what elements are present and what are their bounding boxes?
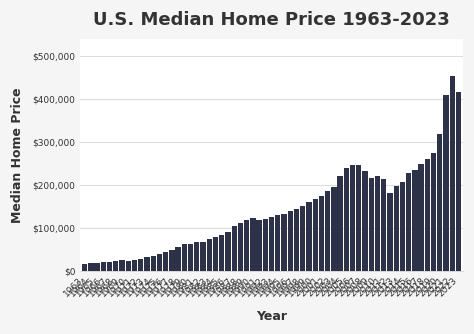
- Bar: [207, 239, 212, 271]
- Bar: [151, 256, 156, 271]
- Bar: [269, 217, 274, 271]
- Bar: [406, 173, 411, 271]
- Bar: [350, 165, 355, 271]
- Bar: [437, 134, 443, 271]
- Bar: [250, 218, 255, 271]
- X-axis label: Year: Year: [256, 310, 287, 323]
- Bar: [132, 261, 137, 271]
- Bar: [337, 176, 343, 271]
- Bar: [232, 226, 237, 271]
- Bar: [387, 193, 392, 271]
- Bar: [443, 96, 449, 271]
- Bar: [325, 191, 330, 271]
- Bar: [425, 159, 430, 271]
- Bar: [82, 264, 87, 271]
- Bar: [300, 206, 305, 271]
- Bar: [356, 165, 362, 271]
- Title: U.S. Median Home Price 1963-2023: U.S. Median Home Price 1963-2023: [93, 11, 450, 29]
- Bar: [169, 250, 174, 271]
- Bar: [369, 178, 374, 271]
- Bar: [126, 261, 131, 271]
- Bar: [275, 215, 281, 271]
- Bar: [319, 196, 324, 271]
- Bar: [412, 170, 418, 271]
- Bar: [225, 232, 231, 271]
- Y-axis label: Median Home Price: Median Home Price: [11, 87, 24, 223]
- Bar: [306, 202, 311, 271]
- Bar: [244, 220, 249, 271]
- Bar: [119, 260, 125, 271]
- Bar: [94, 263, 100, 271]
- Bar: [238, 223, 243, 271]
- Bar: [144, 257, 150, 271]
- Bar: [456, 92, 461, 271]
- Bar: [263, 219, 268, 271]
- Bar: [312, 199, 318, 271]
- Bar: [188, 243, 193, 271]
- Bar: [363, 171, 368, 271]
- Bar: [163, 252, 168, 271]
- Bar: [213, 237, 218, 271]
- Bar: [381, 179, 386, 271]
- Bar: [194, 242, 200, 271]
- Bar: [294, 209, 299, 271]
- Bar: [201, 242, 206, 271]
- Bar: [138, 260, 144, 271]
- Bar: [219, 235, 224, 271]
- Bar: [113, 261, 118, 271]
- Bar: [182, 244, 187, 271]
- Bar: [288, 211, 293, 271]
- Bar: [419, 164, 424, 271]
- Bar: [400, 181, 405, 271]
- Bar: [282, 214, 287, 271]
- Bar: [175, 247, 181, 271]
- Bar: [256, 220, 262, 271]
- Bar: [88, 263, 93, 271]
- Bar: [331, 187, 337, 271]
- Bar: [344, 168, 349, 271]
- Bar: [393, 186, 399, 271]
- Bar: [157, 255, 162, 271]
- Bar: [375, 176, 380, 271]
- Bar: [107, 262, 112, 271]
- Bar: [431, 153, 436, 271]
- Bar: [450, 76, 455, 271]
- Bar: [100, 262, 106, 271]
